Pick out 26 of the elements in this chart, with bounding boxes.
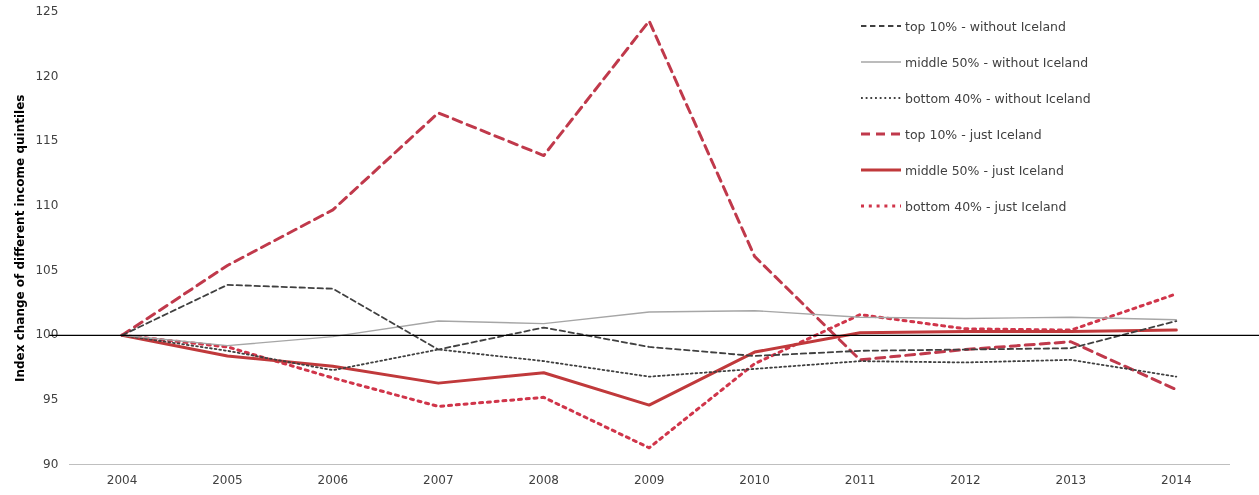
x-tick-label: 2010 (739, 472, 770, 487)
y-tick-label: 95 (43, 392, 59, 407)
y-tick-label: 105 (35, 262, 59, 277)
y-tick-label: 110 (35, 198, 59, 213)
y-axis-title: Index change of different income quintiles (13, 94, 28, 383)
legend-label: bottom 40% - just Iceland (905, 198, 1067, 214)
x-tick-label: 2012 (950, 472, 981, 487)
x-tick-label: 2004 (106, 472, 138, 487)
legend-label: middle 50% - without Iceland (905, 54, 1089, 70)
x-tick-label: 2013 (1055, 472, 1087, 487)
y-tick-label: 100 (35, 327, 59, 342)
x-tick-label: 2008 (528, 472, 559, 487)
y-tick-label: 90 (43, 456, 59, 471)
legend-label: top 10% - just Iceland (905, 126, 1042, 142)
x-tick-label: 2005 (212, 472, 243, 487)
y-tick-label: 120 (35, 68, 59, 83)
legend-label: top 10% - without Iceland (905, 18, 1066, 34)
y-tick-label: 115 (35, 133, 59, 148)
legend-label: middle 50% - just Iceland (905, 162, 1064, 178)
x-tick-label: 2014 (1161, 472, 1192, 487)
y-tick-label: 125 (35, 4, 59, 19)
x-tick-label: 2006 (317, 472, 349, 487)
legend-label: bottom 40% - without Iceland (905, 90, 1091, 106)
x-tick-label: 2007 (423, 472, 454, 487)
x-tick-label: 2009 (633, 472, 665, 487)
x-tick-label: 2011 (844, 472, 876, 487)
